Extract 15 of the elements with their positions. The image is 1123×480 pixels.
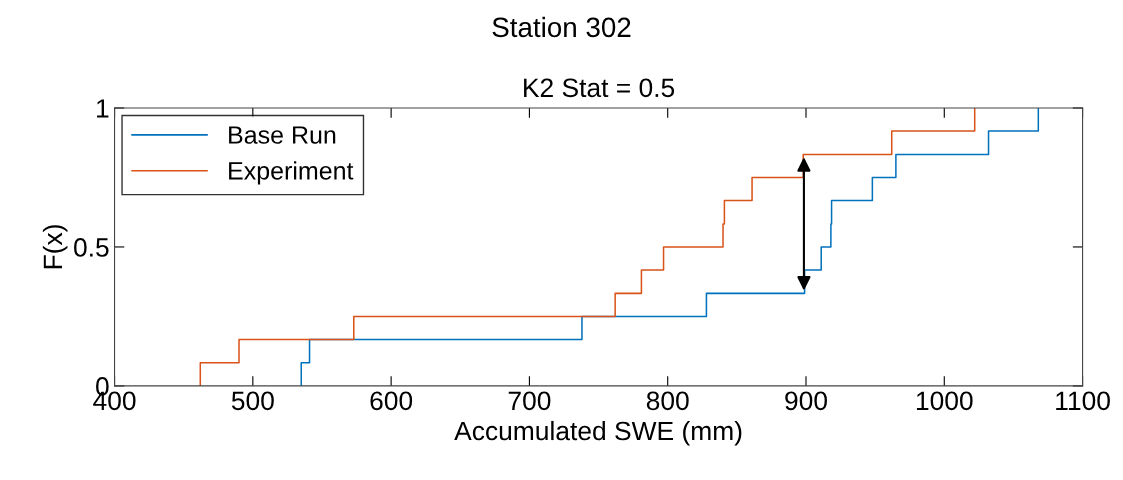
- x-tick-label: 500: [231, 391, 274, 411]
- y-tick-label: 1: [97, 99, 109, 118]
- y-axis-title: F(x): [42, 225, 68, 269]
- x-tick-label: 600: [370, 391, 413, 411]
- x-tick-label: 800: [646, 391, 689, 411]
- legend-label: Experiment: [229, 161, 354, 185]
- chart-title: Station 302: [492, 16, 631, 38]
- y-tick-label: 0.5: [74, 238, 109, 257]
- legend-label: Base Run: [229, 126, 336, 144]
- chart-subtitle: K2 Stat = 0.5: [524, 78, 675, 98]
- x-tick-label: 700: [508, 391, 551, 411]
- x-tick-label: 1100: [1056, 391, 1110, 411]
- x-axis-title: Accumulated SWE (mm): [454, 420, 742, 446]
- x-tick-label: 900: [785, 391, 827, 411]
- x-tick-label: 1000: [916, 391, 973, 411]
